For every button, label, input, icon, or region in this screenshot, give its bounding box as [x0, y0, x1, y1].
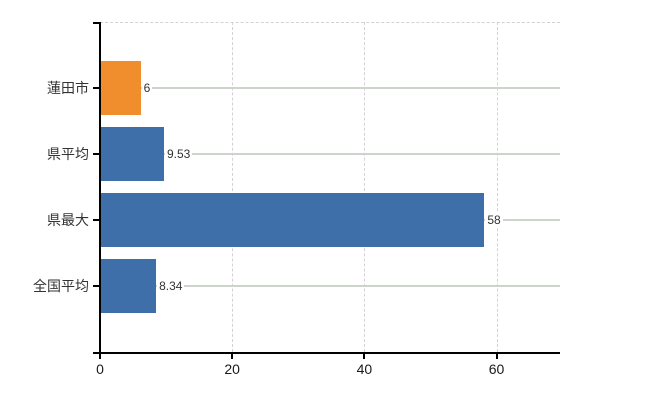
x-axis-tick: [495, 354, 498, 359]
category-label: 全国平均: [33, 278, 89, 294]
x-tick-label: 40: [356, 361, 373, 377]
x-axis-tick: [99, 354, 101, 359]
x-gridline-40: [364, 22, 366, 352]
bar-value-label: 6: [141, 80, 153, 96]
y-axis-top-tick: [93, 22, 100, 24]
x-tick-label: 0: [96, 361, 104, 377]
x-gridline-60: [496, 22, 498, 352]
category-label: 県最大: [47, 212, 89, 228]
y-axis-tick: [93, 153, 100, 155]
y-axis-tick: [93, 87, 100, 89]
category-gridline: [101, 153, 560, 155]
x-tick-label: 60: [488, 361, 505, 377]
bar-蓮田市: [101, 61, 141, 115]
x-tick-label: 20: [224, 361, 240, 377]
bar-県平均: [101, 127, 164, 181]
x-axis-tick: [363, 354, 366, 359]
y-axis-tick: [93, 285, 100, 287]
category-label: 県平均: [47, 146, 89, 162]
y-axis-line: [99, 22, 101, 352]
x-axis-tick: [231, 354, 234, 359]
category-label: 蓮田市: [47, 80, 89, 96]
bar-value-label: 8.34: [157, 278, 185, 294]
category-gridline: [101, 285, 560, 287]
plot-top-border: [100, 22, 560, 23]
x-axis-line: [93, 352, 560, 354]
category-gridline: [101, 87, 560, 89]
x-gridline-20: [232, 22, 234, 352]
y-axis-tick: [93, 219, 100, 221]
bar-全国平均: [101, 259, 157, 313]
bar-県最大: [101, 193, 485, 247]
bar-value-label: 58: [485, 212, 503, 228]
bar-value-label: 9.53: [164, 146, 193, 162]
